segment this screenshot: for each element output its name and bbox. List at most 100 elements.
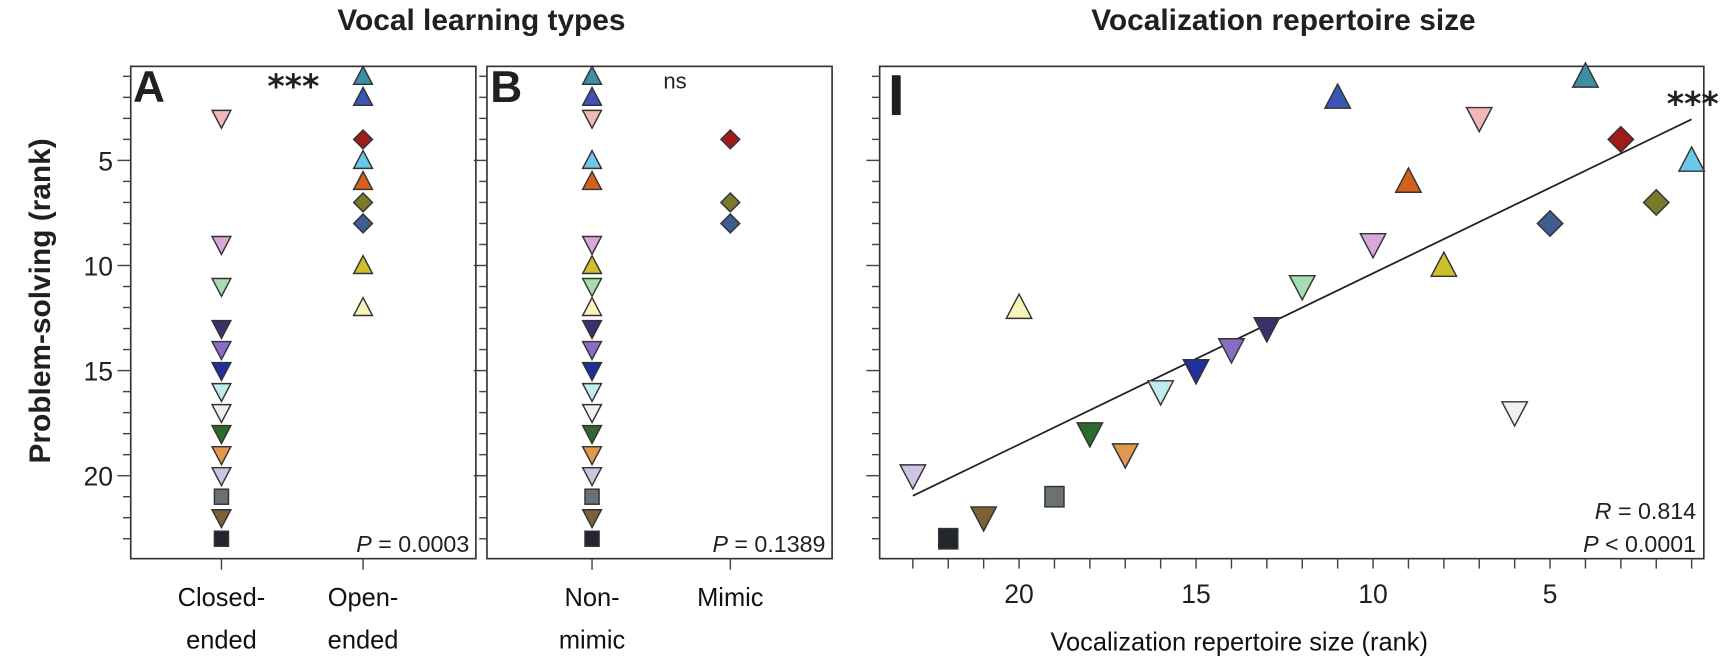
data-point [1571, 61, 1600, 88]
data-point [581, 382, 603, 404]
p-text: < 0.0001 [1599, 531, 1696, 557]
y-tick-label: 20 [84, 462, 114, 492]
data-point [1182, 359, 1210, 386]
data-point [1323, 82, 1352, 109]
data-point [352, 192, 374, 213]
data-point [210, 382, 233, 404]
data-point [1677, 145, 1706, 172]
data-point [581, 424, 603, 446]
panel-b-p-value: P = 0.1389 [712, 531, 825, 557]
category-label: Open- [328, 584, 399, 612]
data-point [969, 506, 998, 533]
data-point [1217, 338, 1246, 365]
data-point [581, 296, 603, 317]
data-point [210, 466, 233, 488]
data-point [210, 109, 233, 130]
data-point [898, 464, 927, 491]
data-point [1044, 485, 1065, 508]
data-point [584, 530, 600, 547]
data-point [581, 235, 603, 256]
data-point [581, 170, 603, 191]
title-vocalization-repertoire-size: Vocalization repertoire size [1091, 4, 1475, 37]
x-axis-label: Vocalization repertoire size (rank) [1050, 628, 1428, 656]
data-point [352, 254, 374, 275]
y-tick-label: 10 [84, 251, 114, 281]
panel-a-letter: A [133, 63, 165, 112]
data-point [581, 361, 603, 383]
data-point [581, 85, 603, 107]
category-label: Mimic [697, 584, 764, 612]
data-point [352, 213, 374, 234]
data-point [581, 109, 603, 130]
r-label: R [1595, 498, 1612, 524]
data-point [210, 235, 233, 256]
data-point [352, 85, 374, 107]
p-label: P [356, 531, 372, 557]
category-label: ended [186, 626, 257, 654]
data-point [1005, 292, 1033, 320]
data-point [1642, 188, 1670, 217]
y-tick-label: 15 [84, 357, 114, 387]
panel-b-significance: ns [663, 68, 686, 93]
data-point [719, 213, 741, 234]
x-tick-label: 20 [1004, 579, 1034, 609]
data-point [937, 527, 959, 550]
data-point [581, 466, 603, 488]
data-point [581, 64, 603, 86]
trend-line [912, 118, 1693, 497]
panel-a-frame [129, 65, 477, 560]
data-point [1075, 422, 1104, 449]
category-label: mimic [559, 626, 626, 654]
data-point [581, 319, 603, 340]
x-tick-label: 15 [1181, 579, 1211, 609]
data-point [581, 148, 603, 170]
data-point [581, 277, 603, 298]
y-axis-label: Problem-solving (rank) [24, 138, 57, 463]
data-point [352, 296, 374, 317]
panel-a-p-value: P = 0.0003 [356, 531, 469, 557]
data-point [213, 530, 230, 547]
panel-i-frame [878, 65, 1705, 560]
data-point [210, 403, 233, 425]
data-point [581, 403, 603, 425]
panel-a-significance: *** [267, 66, 319, 105]
x-tick-label: 5 [1543, 579, 1558, 609]
data-point [1394, 166, 1423, 193]
data-point [581, 445, 603, 467]
data-point [1536, 209, 1564, 238]
data-point [210, 340, 233, 361]
data-point [1111, 443, 1140, 470]
p-label: P [1583, 531, 1599, 557]
data-point [352, 128, 374, 150]
panel-i-r-value: R = 0.814 [1595, 498, 1696, 524]
data-point [210, 319, 233, 340]
data-point [352, 64, 374, 86]
data-point [210, 445, 233, 467]
x-tick-label: 10 [1358, 579, 1388, 609]
data-point [1359, 232, 1387, 260]
data-point [584, 488, 600, 505]
data-point [1429, 250, 1458, 278]
data-point [352, 148, 374, 170]
p-text: = 0.0003 [372, 531, 469, 557]
r-text: = 0.814 [1611, 498, 1696, 524]
data-point [210, 277, 233, 298]
data-point [1500, 401, 1529, 428]
category-label: Non- [564, 584, 619, 612]
y-tick-label: 5 [98, 146, 113, 176]
panel-i-significance: *** [1667, 84, 1719, 123]
data-point [213, 488, 230, 505]
category-label: ended [328, 626, 399, 654]
data-point [210, 509, 233, 530]
panel-i-letter [891, 75, 901, 116]
panel-b: B ns P = 0.1389 [486, 63, 833, 560]
category-label: Closed- [178, 584, 266, 612]
data-point [581, 509, 603, 530]
panel-i-p-value: P < 0.0001 [1583, 531, 1696, 557]
panel-a: A *** P = 0.0003 [129, 63, 477, 560]
data-point [1465, 106, 1494, 134]
p-text: = 0.1389 [728, 531, 825, 557]
data-point [581, 340, 603, 361]
data-point [1288, 274, 1317, 302]
